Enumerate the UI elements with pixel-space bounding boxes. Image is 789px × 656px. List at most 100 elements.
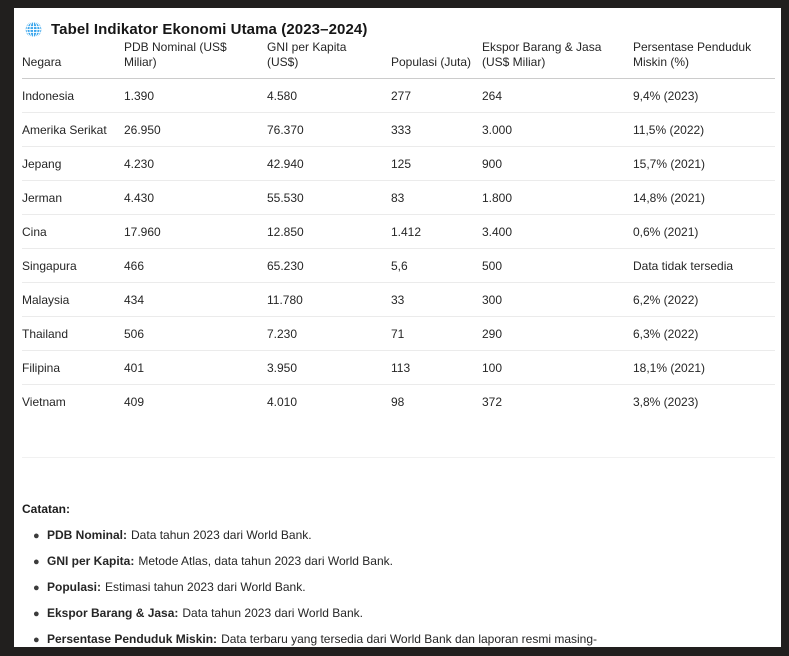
note-label: Persentase Penduduk Miskin: [47, 632, 218, 646]
cell-gdp: 17.960 [124, 214, 267, 249]
cell-poverty: 3,8% (2023) [633, 384, 775, 458]
cell-population: 5,6 [391, 248, 482, 283]
notes-list: ● PDB Nominal: Data tahun 2023 dari World … [22, 527, 781, 647]
cell-gni: 7.230 [267, 316, 391, 351]
table-row-indonesia: Indonesia 1.390 4.580 277 264 9,4% (2023… [22, 78, 775, 113]
cell-population: 277 [391, 78, 482, 113]
cell-gdp: 401 [124, 350, 267, 385]
notes-section: Catatan: ● PDB Nominal: Data tahun 2023 da… [22, 502, 781, 647]
cell-exports: 500 [482, 248, 633, 283]
bullet-icon: ● [33, 582, 40, 594]
bullet-icon: ● [33, 556, 40, 568]
note-label: Populasi: [47, 580, 102, 594]
globe-icon [25, 20, 42, 38]
cell-country: Jepang [22, 146, 124, 181]
cell-gni: 76.370 [267, 112, 391, 147]
bullet-icon: ● [33, 608, 40, 620]
cell-population: 33 [391, 282, 482, 317]
cell-population: 71 [391, 316, 482, 351]
cell-poverty: Data tidak tersedia [633, 248, 775, 283]
cell-gni: 4.580 [267, 78, 391, 113]
cell-country: Cina [22, 214, 124, 249]
cell-poverty: 18,1% (2021) [633, 350, 775, 385]
cell-exports: 3.400 [482, 214, 633, 249]
cell-poverty: 6,3% (2022) [633, 316, 775, 351]
cell-gdp: 4.430 [124, 180, 267, 215]
cell-population: 333 [391, 112, 482, 147]
cell-exports: 372 [482, 384, 633, 458]
cell-poverty: 15,7% (2021) [633, 146, 775, 181]
cell-country: Thailand [22, 316, 124, 351]
cell-gdp: 1.390 [124, 78, 267, 113]
cell-poverty: 14,8% (2021) [633, 180, 775, 215]
table-row-singapura: Singapura 466 65.230 5,6 500 Data tidak … [22, 248, 775, 283]
cell-exports: 3.000 [482, 112, 633, 147]
cell-poverty: 11,5% (2022) [633, 112, 775, 147]
cell-gdp: 466 [124, 248, 267, 283]
cell-gdp: 434 [124, 282, 267, 317]
column-header-gni-per-kapita: GNI per Kapita (US$) [267, 40, 391, 79]
cell-exports: 900 [482, 146, 633, 181]
cell-poverty: 9,4% (2023) [633, 78, 775, 113]
column-header-populasi: Populasi (Juta) [391, 40, 482, 79]
cell-gni: 3.950 [267, 350, 391, 385]
note-label: PDB Nominal: [47, 528, 128, 542]
bullet-icon: ● [33, 530, 40, 542]
note-item-gni-per-kapita: ● GNI per Kapita: Metode Atlas, data tahun… [22, 553, 781, 579]
column-header-pdb-nominal: PDB Nominal (US$ Miliar) [124, 40, 267, 79]
note-text: Metode Atlas, data tahun 2023 dari World… [138, 554, 393, 568]
cell-gni: 65.230 [267, 248, 391, 283]
table-row-filipina: Filipina 401 3.950 113 100 18,1% (2021) [22, 350, 775, 385]
column-header-negara: Negara [22, 40, 124, 79]
note-item-ekspor: ● Ekspor Barang & Jasa: Data tahun 2023 da… [22, 605, 781, 631]
cell-gdp: 26.950 [124, 112, 267, 147]
cell-gni: 11.780 [267, 282, 391, 317]
content-panel: Tabel Indikator Ekonomi Utama (2023–2024… [14, 8, 781, 647]
note-text: Data tahun 2023 dari World Bank. [182, 606, 363, 620]
table-row-jerman: Jerman 4.430 55.530 83 1.800 14,8% (2021… [22, 180, 775, 215]
cell-exports: 300 [482, 282, 633, 317]
cell-country: Malaysia [22, 282, 124, 317]
cell-country: Indonesia [22, 78, 124, 113]
cell-exports: 1.800 [482, 180, 633, 215]
column-header-ekspor: Ekspor Barang & Jasa (US$ Miliar) [482, 40, 633, 79]
page-title-row: Tabel Indikator Ekonomi Utama (2023–2024… [14, 8, 781, 40]
table-row-amerika-serikat: Amerika Serikat 26.950 76.370 333 3.000 … [22, 112, 775, 147]
note-text: Data terbaru yang tersedia dari World Ba… [221, 632, 598, 646]
table-row-cina: Cina 17.960 12.850 1.412 3.400 0,6% (202… [22, 214, 775, 249]
bullet-icon: ● [33, 634, 40, 646]
cell-gni: 42.940 [267, 146, 391, 181]
cell-poverty: 0,6% (2021) [633, 214, 775, 249]
table-row-thailand: Thailand 506 7.230 71 290 6,3% (2022) [22, 316, 775, 351]
table-row-malaysia: Malaysia 434 11.780 33 300 6,2% (2022) [22, 282, 775, 317]
table-header-row: Negara PDB Nominal (US$ Miliar) GNI per … [22, 40, 775, 79]
note-text: Estimasi tahun 2023 dari World Bank. [105, 580, 306, 594]
notes-heading: Catatan: [22, 502, 71, 516]
cell-population: 125 [391, 146, 482, 181]
table-row-jepang: Jepang 4.230 42.940 125 900 15,7% (2021) [22, 146, 775, 181]
column-header-penduduk-miskin: Persentase Penduduk Miskin (%) [633, 40, 775, 79]
cell-population: 113 [391, 350, 482, 385]
cell-gdp: 4.230 [124, 146, 267, 181]
note-text: Data tahun 2023 dari World Bank. [131, 528, 312, 542]
cell-exports: 100 [482, 350, 633, 385]
table-row-vietnam: Vietnam 409 4.010 98 372 3,8% (2023) [22, 384, 775, 458]
note-label: GNI per Kapita: [47, 554, 135, 568]
cell-country: Singapura [22, 248, 124, 283]
cell-gni: 12.850 [267, 214, 391, 249]
note-item-populasi: ● Populasi: Estimasi tahun 2023 dari World… [22, 579, 781, 605]
cell-poverty: 6,2% (2022) [633, 282, 775, 317]
note-item-penduduk-miskin: ● Persentase Penduduk Miskin: Data terbaru… [22, 631, 781, 647]
note-label: Ekspor Barang & Jasa: [47, 606, 179, 620]
cell-gdp: 409 [124, 384, 267, 458]
cell-country: Jerman [22, 180, 124, 215]
cell-exports: 290 [482, 316, 633, 351]
cell-country: Amerika Serikat [22, 112, 124, 147]
cell-population: 98 [391, 384, 482, 458]
cell-gni: 55.530 [267, 180, 391, 215]
cell-country: Vietnam [22, 384, 124, 458]
page-title: Tabel Indikator Ekonomi Utama (2023–2024… [51, 20, 368, 38]
economic-indicators-table: Negara PDB Nominal (US$ Miliar) GNI per … [22, 40, 775, 458]
cell-gni: 4.010 [267, 384, 391, 458]
cell-population: 83 [391, 180, 482, 215]
